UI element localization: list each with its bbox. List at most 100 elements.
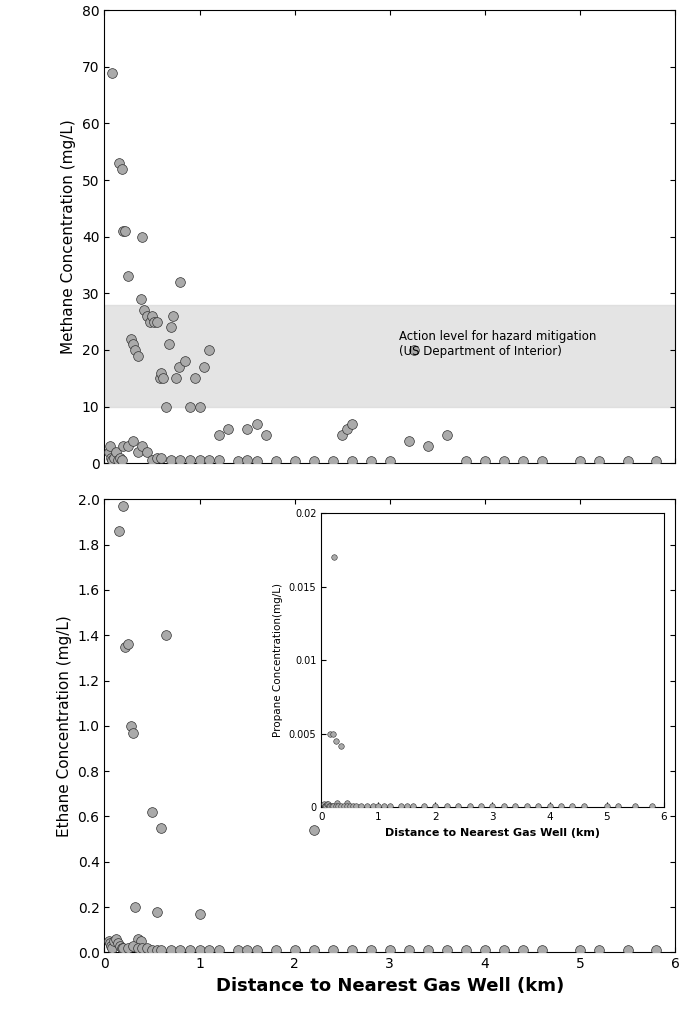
Point (116, 453, 127, 469)
Point (125, 331, 136, 347)
Point (120, 223, 131, 240)
Point (137, 940, 148, 956)
Point (146, 942, 157, 958)
Point (127, 724, 139, 740)
Point (270, 454, 281, 470)
Point (384, 454, 395, 470)
Point (622, 942, 633, 958)
Point (122, 636, 134, 652)
Point (365, 942, 377, 958)
Point (175, 273, 186, 290)
Point (116, 161, 127, 177)
Point (151, 903, 162, 920)
Point (166, 319, 177, 336)
Point (622, 454, 633, 470)
Point (251, 454, 262, 470)
Point (441, 427, 452, 443)
Point (242, 421, 253, 437)
Point (110, 931, 121, 947)
Point (135, 291, 146, 307)
Point (480, 942, 491, 958)
Point (422, 942, 434, 958)
Point (146, 453, 157, 469)
Point (104, 438, 116, 455)
Point (151, 313, 162, 330)
Point (384, 942, 395, 958)
Point (199, 358, 210, 375)
Point (110, 443, 121, 460)
Point (175, 942, 186, 958)
Point (346, 416, 357, 432)
Point (251, 942, 262, 958)
Point (213, 453, 224, 469)
Point (537, 942, 548, 958)
Point (129, 899, 141, 915)
Point (104, 935, 116, 951)
Point (270, 942, 281, 958)
Point (308, 454, 319, 470)
Point (112, 935, 123, 951)
Point (408, 342, 419, 358)
Point (146, 804, 157, 820)
Point (156, 819, 167, 836)
Point (156, 450, 167, 466)
Point (194, 398, 205, 415)
Point (232, 942, 243, 958)
Point (158, 370, 169, 386)
Point (142, 940, 153, 956)
Point (118, 223, 129, 240)
Point (232, 454, 243, 470)
Point (184, 942, 196, 958)
Point (148, 313, 159, 330)
Point (137, 228, 148, 245)
Point (203, 942, 214, 958)
Point (242, 453, 253, 469)
Point (242, 942, 253, 958)
Point (116, 940, 127, 956)
Point (213, 427, 224, 443)
Point (180, 353, 191, 370)
Point (346, 454, 357, 470)
Point (132, 443, 143, 460)
Point (104, 443, 115, 460)
Point (403, 942, 414, 958)
Point (517, 454, 528, 470)
Point (327, 942, 338, 958)
Point (480, 454, 491, 470)
Point (498, 942, 509, 958)
Point (164, 336, 175, 352)
Point (289, 942, 300, 958)
Point (113, 155, 124, 171)
Point (122, 940, 134, 956)
Point (203, 453, 214, 469)
Text: Action level for hazard mitigation
(US Department of Interior): Action level for hazard mitigation (US D… (400, 331, 596, 358)
Point (106, 65, 118, 81)
Point (498, 454, 509, 470)
Point (184, 398, 196, 415)
Point (365, 454, 377, 470)
Point (139, 302, 150, 318)
Point (337, 427, 348, 443)
Point (289, 454, 300, 470)
Point (651, 454, 662, 470)
Point (460, 454, 471, 470)
X-axis label: Distance to Nearest Gas Well (km): Distance to Nearest Gas Well (km) (216, 977, 564, 994)
Point (260, 427, 271, 443)
Point (109, 933, 120, 949)
Point (537, 454, 548, 470)
Point (327, 454, 338, 470)
Point (308, 942, 319, 958)
Point (213, 942, 224, 958)
Point (441, 942, 452, 958)
Point (127, 432, 139, 449)
Point (142, 308, 153, 325)
Point (173, 358, 184, 375)
Point (146, 308, 157, 325)
Point (594, 454, 605, 470)
Point (574, 942, 585, 958)
Point (175, 453, 186, 469)
Point (403, 432, 414, 449)
Point (118, 940, 129, 956)
Point (129, 342, 141, 358)
Point (118, 438, 129, 455)
